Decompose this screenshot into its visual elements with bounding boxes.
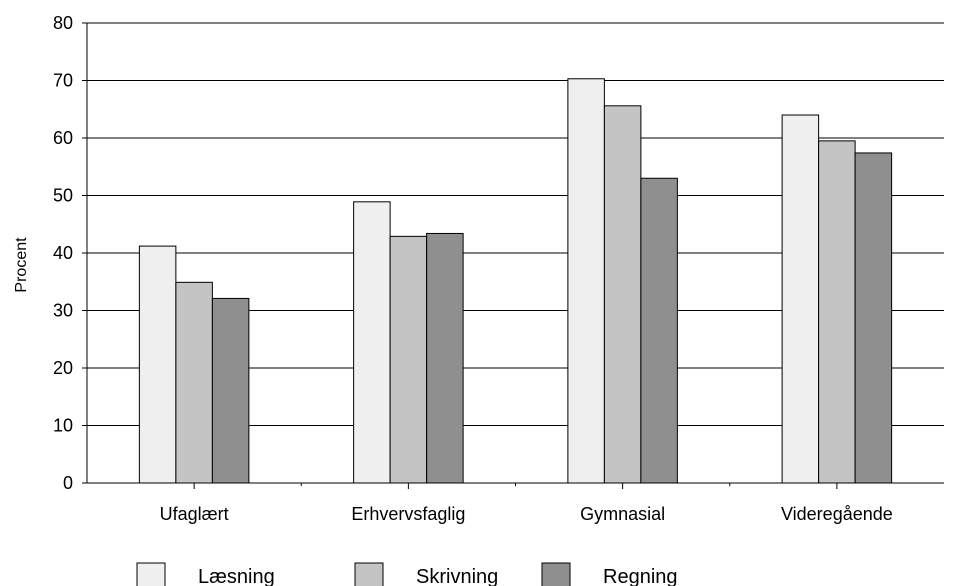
x-tick-label: Erhvervsfaglig bbox=[351, 504, 465, 524]
x-tick-labels: Ufaglært Erhvervsfaglig Gymnasial Videregåe… bbox=[160, 504, 893, 524]
x-tick-label: Ufaglært bbox=[160, 504, 229, 524]
y-tick-label: 60 bbox=[53, 128, 73, 148]
bar-læsning-0 bbox=[138, 245, 177, 484]
bar-skrivning-2 bbox=[603, 105, 642, 484]
y-tick-label: 30 bbox=[53, 301, 73, 321]
bar-læsning-2 bbox=[567, 78, 605, 484]
y-tick-label: 10 bbox=[53, 416, 73, 436]
bars bbox=[138, 78, 893, 484]
y-tick-label: 40 bbox=[53, 243, 73, 263]
bar-skrivning-0 bbox=[175, 281, 213, 484]
axes bbox=[82, 22, 944, 489]
bar-regning-2 bbox=[640, 177, 678, 484]
legend: Læsning Skrivning Regning bbox=[136, 562, 678, 586]
bar-læsning-1 bbox=[353, 201, 391, 484]
x-tick-label: Videregående bbox=[781, 504, 893, 524]
y-tick-label: 0 bbox=[63, 473, 73, 493]
bar-læsning-3 bbox=[781, 114, 820, 484]
y-tick-labels: 0 10 20 30 40 50 60 70 80 bbox=[53, 13, 73, 493]
y-tick-label: 70 bbox=[53, 71, 73, 91]
bar-skrivning-1 bbox=[389, 235, 428, 484]
y-tick-label: 50 bbox=[53, 186, 73, 206]
x-tick-label: Gymnasial bbox=[580, 504, 665, 524]
legend-label: Regning bbox=[603, 566, 678, 586]
legend-swatch-læsning bbox=[136, 562, 166, 586]
y-tick-label: 80 bbox=[53, 13, 73, 33]
bar-regning-1 bbox=[426, 232, 464, 484]
legend-label: Skrivning bbox=[416, 566, 498, 586]
legend-label: Læsning bbox=[198, 566, 275, 586]
bar-regning-0 bbox=[211, 297, 250, 484]
y-axis-label: Procent bbox=[13, 237, 30, 293]
y-tick-label: 20 bbox=[53, 358, 73, 378]
bar-skrivning-3 bbox=[818, 140, 856, 484]
legend-swatch-skrivning bbox=[354, 562, 384, 586]
legend-swatch-regning bbox=[541, 562, 571, 586]
bar-regning-3 bbox=[854, 152, 893, 484]
